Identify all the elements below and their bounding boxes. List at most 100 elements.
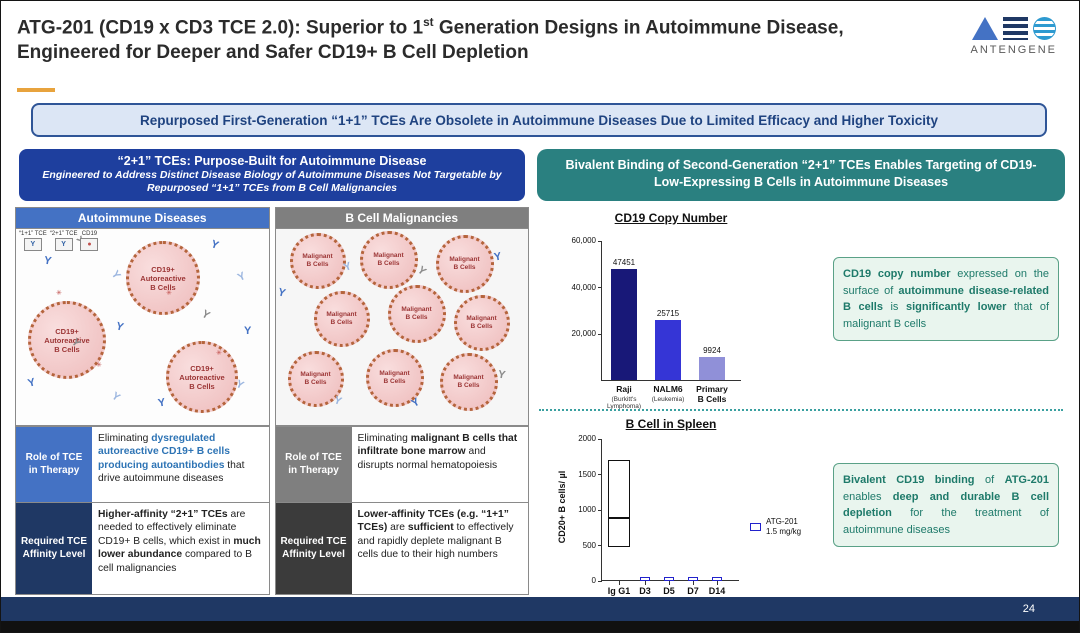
bar-value-label: 47451 xyxy=(612,258,636,268)
text-segment: Eliminating xyxy=(357,433,411,444)
row-label: Role of TCE in Therapy xyxy=(16,427,92,502)
bar xyxy=(611,269,637,380)
text-segment: expressed on the surface of xyxy=(843,268,1050,297)
x-axis-tick-mark xyxy=(669,581,670,585)
antigen-icon xyxy=(166,289,172,297)
text-segment: dysregulated autoreactive CD19+ B cells … xyxy=(98,433,230,471)
autoimmune-column: Autoimmune Diseases “1+1” TCE Y “2+1” TC… xyxy=(15,207,270,595)
text-segment: significantly lower xyxy=(905,301,1007,313)
text-segment: Eliminating xyxy=(98,433,152,444)
left-panel: “2+1” TCEs: Purpose-Built for Autoimmune… xyxy=(15,149,529,595)
antibody-icon xyxy=(276,286,286,299)
antibody-icon xyxy=(497,368,506,381)
key-label: “2+1” TCE xyxy=(49,231,78,237)
text-segment: deep and durable B cell depletion xyxy=(843,490,1049,520)
text-segment: for the treatment of autoimmune diseases xyxy=(843,507,1049,536)
antibody-icon xyxy=(236,270,248,284)
antibody-icon xyxy=(209,238,220,252)
text-segment: and disrupts normal hematopoiesis xyxy=(357,446,498,471)
antibody-icon xyxy=(409,396,421,410)
text-segment: autoimmune disease-related B cells xyxy=(843,284,1049,314)
text-segment: ATG-201 xyxy=(1004,474,1049,486)
text-segment: of xyxy=(974,474,1005,486)
y-axis-tick-mark xyxy=(598,545,602,546)
logo-marks xyxy=(971,17,1057,40)
text-segment: compared to B cell malignancies xyxy=(98,549,252,574)
illustration-key-item: CD19 ● xyxy=(80,231,99,251)
x-axis-category-sublabel: (Burkitt's Lymphoma) xyxy=(606,396,642,411)
y-axis-tick-label: 1000 xyxy=(578,505,596,514)
x-axis-tick-mark xyxy=(619,581,620,585)
x-axis-category-label: D7 xyxy=(687,586,699,596)
y-axis-tick-label: 0 xyxy=(591,576,596,585)
autoimmune-column-header: Autoimmune Diseases xyxy=(16,208,269,228)
malignant-b-cell: Malignant B Cells xyxy=(439,353,498,411)
chart-legend: ATG-201 1.5 mg/kg xyxy=(750,517,830,536)
y-axis-title: CD20+ B cells/ µl xyxy=(557,470,567,544)
malignant-b-cell: Malignant B Cells xyxy=(313,291,370,347)
data-point xyxy=(640,576,650,581)
x-axis-category-label: D14 xyxy=(708,586,726,596)
malignant-b-cell: Malignant B Cells xyxy=(359,231,418,289)
autoreactive-b-cell: CD19+ Autoreactive B Cells xyxy=(126,241,200,315)
y-axis-tick-label: 500 xyxy=(582,540,596,550)
row-label: Role of TCE in Therapy xyxy=(275,427,352,502)
cell-label: CD19+ Autoreactive B Cells xyxy=(140,264,186,292)
left-section-header: “2+1” TCEs: Purpose-Built for Autoimmune… xyxy=(19,149,525,201)
antibody-icon xyxy=(109,390,122,404)
cd19-bar-plot: 60,000 40,000 20,000 47451 Raji (Burkitt's Ly… xyxy=(572,236,741,410)
y-axis-tick-mark xyxy=(598,474,602,475)
text-segment: that of malignant B cells xyxy=(843,301,1050,330)
text-segment: that drive autoimmune diseases xyxy=(98,459,245,485)
antigen-icon xyxy=(56,289,62,297)
row-label: Required TCE Affinity Level xyxy=(275,503,352,594)
table-row: Role of TCE in Therapy Eliminating malig… xyxy=(275,426,528,502)
x-axis-tick-mark xyxy=(717,581,718,585)
box-plot-box xyxy=(608,460,630,547)
cell-label: Malignant B Cells xyxy=(300,371,331,386)
y-axis-tick-mark xyxy=(598,240,602,242)
text-segment: CD19 copy number xyxy=(843,268,951,280)
y-axis-tick-mark xyxy=(598,287,602,289)
row-text: Higher-affinity “2+1” TCEs are needed to… xyxy=(92,503,269,594)
right-panel: Bivalent Binding of Second-Generation “2… xyxy=(537,149,1065,599)
antibody-icon xyxy=(27,376,37,389)
data-point xyxy=(688,577,698,582)
cell-label: Malignant B Cells xyxy=(373,252,404,267)
antibody-icon xyxy=(199,308,211,322)
cell-label: Malignant B Cells xyxy=(449,256,480,271)
tce-2plus1-icon: Y xyxy=(54,238,73,251)
y-axis-tick-mark xyxy=(598,509,602,511)
cell-label: Malignant B Cells xyxy=(453,374,484,389)
slide-title: ATG-201 (CD19 x CD3 TCE 2.0): Superior t… xyxy=(17,15,897,66)
row-text: Eliminating malignant B cells that infil… xyxy=(351,427,528,502)
malignancy-column-header: B Cell Malignancies xyxy=(275,208,528,228)
text-segment: is xyxy=(882,301,906,313)
malignancy-column: B Cell Malignancies Malignant B Cells Ma… xyxy=(274,207,529,595)
autoreactive-b-cell: CD19+ Autoreactive B Cells xyxy=(28,301,106,379)
x-axis-category-label: NALM6 xyxy=(653,384,683,394)
text-segment: sufficient xyxy=(407,522,454,534)
x-axis-category-label: Primary B Cells xyxy=(696,384,728,404)
autoimmune-illustration: “1+1” TCE Y “2+1” TCE Y CD19 ● CD19+ Aut… xyxy=(16,228,269,426)
x-axis-tick-mark xyxy=(693,581,694,585)
text-segment: Lower-affinity TCEs (e.g. “1+1” TCEs) xyxy=(357,509,509,534)
y-axis-tick-label: 20,000 xyxy=(571,329,596,339)
y-axis-tick-label: 40,000 xyxy=(571,282,596,292)
antibody-icon xyxy=(244,325,251,337)
table-row: Required TCE Affinity Level Higher-affin… xyxy=(16,502,269,594)
legend-swatch-icon xyxy=(750,522,761,531)
antibody-icon xyxy=(109,269,123,282)
text-segment: ATG-201 (CD19 x CD3 TCE 2.0): Superior t… xyxy=(17,17,424,39)
text-segment: much lower abundance xyxy=(98,535,261,561)
right-section-header: Bivalent Binding of Second-Generation “2… xyxy=(537,149,1065,201)
text-segment: to effectively and rapidly deplete malig… xyxy=(357,522,514,561)
text-segment: are xyxy=(387,522,408,534)
legend-label: ATG-201 1.5 mg/kg xyxy=(766,517,802,536)
chart-title: CD19 Copy Number xyxy=(614,211,728,225)
bar xyxy=(699,356,725,380)
antigen-icon xyxy=(96,361,102,369)
headline-banner: Repurposed First-Generation “1+1” TCEs A… xyxy=(31,103,1047,137)
text-segment: are needed to effectively eliminate CD19… xyxy=(98,509,246,547)
